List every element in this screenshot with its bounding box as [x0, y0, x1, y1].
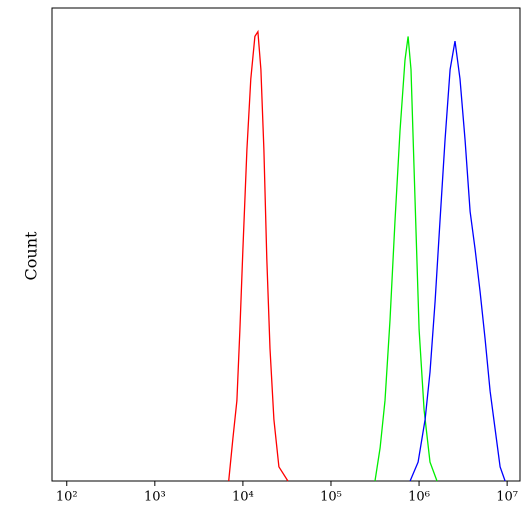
x-tick-label: 10⁴: [232, 490, 254, 505]
plot-frame: [51, 7, 521, 482]
y-axis-label: Count: [22, 231, 41, 280]
histogram-line: [374, 36, 438, 482]
x-tick-label: 10²: [56, 490, 78, 505]
x-tick-label: 10⁷: [496, 490, 518, 505]
x-tick-label: 10⁵: [320, 490, 342, 505]
histogram-line: [228, 29, 289, 482]
x-tick-label: 10³: [144, 490, 166, 505]
x-tick-label: 10⁶: [408, 490, 430, 505]
histogram-line: [409, 40, 506, 482]
